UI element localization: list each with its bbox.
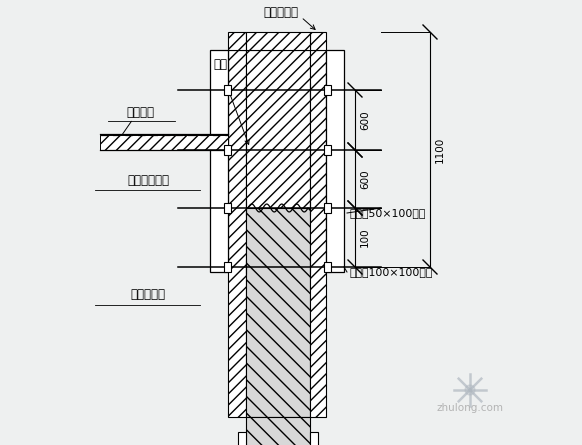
Circle shape: [465, 385, 475, 395]
Bar: [224, 145, 231, 155]
Text: 已浇筑外墙: 已浇筑外墙: [130, 288, 165, 302]
Bar: [326, 50, 344, 272]
Bar: [210, 50, 228, 272]
Text: 600: 600: [360, 110, 370, 130]
Bar: [324, 85, 331, 95]
Bar: [246, 32, 310, 50]
Text: 多层板拼装: 多层板拼装: [264, 7, 299, 20]
Bar: [224, 85, 231, 95]
Text: 600: 600: [360, 169, 370, 189]
Text: zhulong.com: zhulong.com: [436, 403, 503, 413]
Bar: [238, 432, 246, 445]
Text: 1100: 1100: [435, 136, 445, 162]
Text: 主龙骨100×100木方: 主龙骨100×100木方: [349, 267, 432, 277]
Bar: [246, 50, 310, 208]
Bar: [324, 145, 331, 155]
Text: 100: 100: [360, 228, 370, 247]
Bar: [224, 203, 231, 213]
Bar: [324, 203, 331, 213]
Bar: [224, 262, 231, 272]
Bar: [228, 50, 246, 417]
Bar: [228, 32, 246, 50]
Bar: [246, 208, 310, 417]
Text: 次龙骨50×100木方: 次龙骨50×100木方: [349, 208, 425, 218]
Bar: [100, 135, 228, 150]
Text: 螺栓: 螺栓: [213, 58, 227, 72]
Bar: [310, 32, 326, 50]
Bar: [310, 50, 326, 417]
Bar: [246, 417, 310, 445]
Bar: [310, 432, 318, 445]
Bar: [324, 262, 331, 272]
Text: 待浇楼板: 待浇楼板: [126, 106, 154, 120]
Text: 混凝土剂齒线: 混凝土剂齒线: [127, 174, 169, 186]
